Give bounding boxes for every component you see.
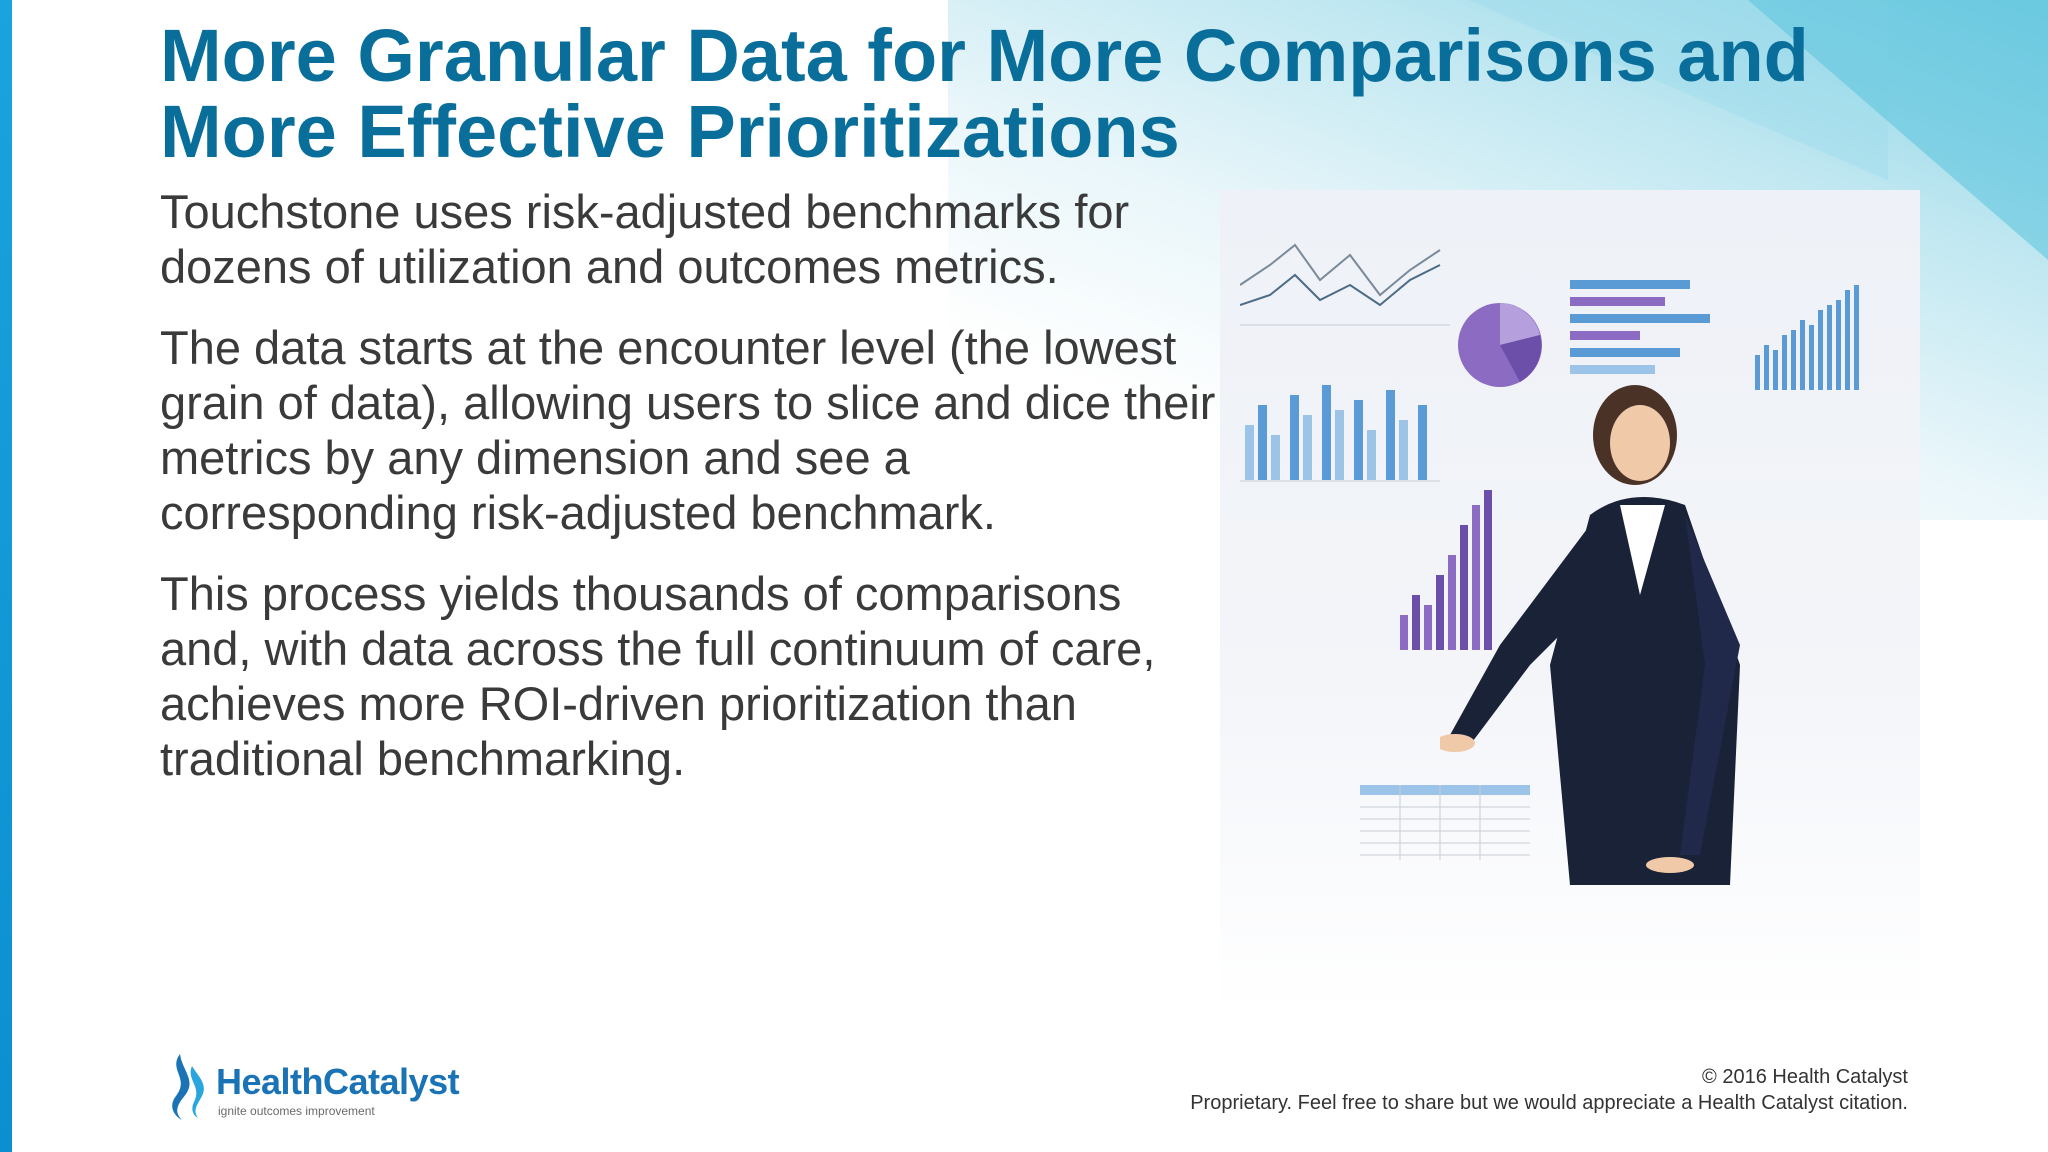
slide-title: More Granular Data for More Comparisons … [160,14,1809,173]
purple-bar-illustration [1400,490,1492,650]
data-table-illustration [1360,785,1530,860]
flame-logo-icon [172,1054,204,1120]
horizontal-bar-illustration [1570,280,1710,374]
logo-wordmark: HealthCatalyst [216,1061,460,1102]
accent-bar [0,0,12,1152]
citation-notice: Proprietary. Feel free to share but we w… [1190,1092,1908,1114]
paragraph: Touchstone uses risk-adjusted benchmarks… [160,185,1130,293]
pie-chart-illustration [1458,303,1542,387]
copyright-text: © 2016 Health Catalyst [1702,1066,1908,1088]
paragraph: This process yields thousands of compari… [160,567,1156,785]
slide-body: Touchstone uses risk-adjusted benchmarks… [160,184,1220,812]
column-chart-illustration [1755,285,1859,390]
health-catalyst-logo: HealthCatalyst ignite outcomes improveme… [160,1052,500,1122]
dashboard-illustration [1190,185,1920,1010]
logo-tagline: ignite outcomes improvement [218,1104,375,1118]
line-chart-illustration [1240,243,1450,326]
footer: © 2016 Health Catalyst Proprietary. Feel… [1190,1064,1908,1116]
bar-chart-illustration [1240,385,1440,482]
businesswoman-illustration [1440,385,1740,885]
paragraph: The data starts at the encounter level (… [160,321,1216,539]
